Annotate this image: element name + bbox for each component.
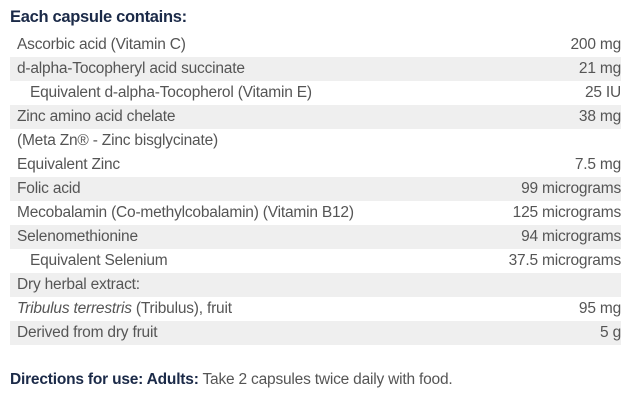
- ingredient-name: Tribulus terrestris (Tribulus), fruit: [10, 300, 232, 318]
- table-row: Derived from dry fruit 5 g: [10, 321, 621, 345]
- ingredient-amount: 125 micrograms: [512, 204, 622, 221]
- ingredient-amount: 37.5 micrograms: [508, 252, 622, 269]
- table-row: Zinc amino acid chelate 38 mg: [10, 105, 621, 129]
- ingredient-amount: 5 g: [600, 324, 621, 341]
- table-row: d-alpha-Tocopheryl acid succinate 21 mg: [10, 57, 621, 81]
- ingredients-heading: Each capsule contains:: [10, 8, 187, 26]
- ingredient-amount: 7.5 mg: [574, 156, 621, 173]
- ingredient-amount: 21 mg: [578, 60, 621, 77]
- ingredient-name: d-alpha-Tocopheryl acid succinate: [17, 60, 245, 77]
- table-row: (Meta Zn® - Zinc bisglycinate): [10, 129, 621, 153]
- table-row: Mecobalamin (Co-methylcobalamin) (Vitami…: [10, 201, 621, 225]
- ingredient-name: Equivalent Selenium: [30, 252, 168, 269]
- table-row: Selenomethionine 94 micrograms: [10, 225, 621, 249]
- ingredient-name-rest: (Tribulus), fruit: [131, 300, 232, 317]
- ingredient-name: Selenomethionine: [17, 228, 138, 245]
- ingredient-amount: 25 IU: [584, 84, 621, 101]
- ingredient-name: Ascorbic acid (Vitamin C): [17, 36, 186, 53]
- directions-label: Directions for use: Adults:: [10, 371, 199, 388]
- ingredient-amount: 95 mg: [578, 300, 621, 317]
- ingredient-name: Dry herbal extract:: [17, 276, 140, 293]
- table-row: Equivalent Zinc 7.5 mg: [10, 153, 621, 177]
- ingredient-amount: 38 mg: [578, 108, 621, 125]
- ingredients-table: Ascorbic acid (Vitamin C) 200 mg d-alpha-…: [10, 33, 621, 345]
- ingredient-amount: 99 micrograms: [521, 180, 621, 197]
- table-row: Tribulus terrestris (Tribulus), fruit 95 …: [10, 297, 621, 321]
- ingredient-name: Equivalent Zinc: [17, 156, 120, 173]
- ingredient-name: Zinc amino acid chelate: [17, 108, 176, 125]
- table-row: Equivalent Selenium 37.5 micrograms: [10, 249, 621, 273]
- directions: Directions for use: Adults: Take 2 capsu…: [10, 371, 453, 389]
- table-row: Folic acid 99 micrograms: [10, 177, 621, 201]
- ingredient-name: (Meta Zn® - Zinc bisglycinate): [17, 132, 218, 149]
- ingredient-name: Mecobalamin (Co-methylcobalamin) (Vitami…: [17, 204, 354, 221]
- table-row: Equivalent d-alpha-Tocopherol (Vitamin E…: [10, 81, 621, 105]
- ingredient-amount: 200 mg: [570, 36, 622, 53]
- ingredient-name: Derived from dry fruit: [17, 324, 158, 341]
- ingredient-name: Folic acid: [17, 180, 81, 197]
- table-row: Dry herbal extract:: [10, 273, 621, 297]
- botanical-name: Tribulus terrestris: [17, 300, 132, 317]
- ingredient-amount: 94 micrograms: [521, 228, 621, 245]
- table-row: Ascorbic acid (Vitamin C) 200 mg: [10, 33, 621, 57]
- ingredient-name: Equivalent d-alpha-Tocopherol (Vitamin E…: [30, 84, 312, 101]
- directions-text: Take 2 capsules twice daily with food.: [198, 371, 453, 388]
